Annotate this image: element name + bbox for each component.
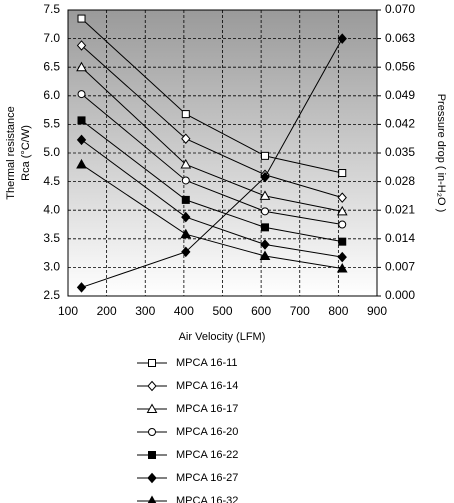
x-tick-label: 600: [251, 304, 271, 318]
y-tick-label: 3.5: [43, 231, 60, 245]
y-axis-label: Thermal resistance: [5, 106, 17, 200]
x-axis-label: Air Velocity (LFM): [179, 331, 266, 343]
data-point: [338, 220, 347, 229]
y-tick-label: 6.5: [43, 59, 60, 73]
series-line: [81, 119, 343, 243]
y-tick-label: 2.5: [43, 288, 60, 302]
data-point: [260, 207, 269, 216]
y-tick-label: 6.0: [43, 88, 60, 102]
data-point: [76, 158, 87, 169]
x-tick-label: 700: [290, 304, 310, 318]
data-point: [260, 223, 269, 232]
y2-tick-label: 0.042: [385, 117, 415, 131]
data-point: [76, 61, 87, 72]
data-point: [259, 250, 271, 260]
data-point: [338, 169, 347, 178]
y2-tick-label: 0.056: [385, 59, 415, 73]
y2-tick-label: 0.000: [385, 288, 415, 302]
x-tick-label: 900: [367, 304, 387, 318]
legend-label: MPCA 16-17: [176, 403, 238, 415]
y2-tick-label: 0.049: [385, 88, 415, 102]
legend-marker: [147, 472, 157, 484]
data-point: [336, 205, 348, 216]
y-tick-label: 3.0: [43, 260, 60, 274]
x-tick-label: 100: [58, 304, 78, 318]
data-point: [76, 134, 87, 146]
data-point: [260, 151, 269, 160]
y-tick-label: 4.5: [43, 174, 60, 188]
data-point: [76, 282, 87, 293]
data-point: [337, 33, 347, 44]
legend-marker: [148, 428, 156, 436]
data-point: [180, 158, 192, 169]
series-line: [81, 164, 343, 270]
y-tick-label: 4.0: [43, 202, 60, 216]
series-line: [81, 38, 343, 288]
series-line: [81, 66, 343, 212]
series-line: [81, 139, 343, 258]
y-tick-label: 5.5: [43, 117, 60, 131]
x-tick-label: 200: [97, 304, 117, 318]
series-line: [81, 45, 343, 199]
series-line: [81, 93, 343, 225]
y2-tick-label: 0.021: [385, 202, 415, 216]
data-point: [337, 251, 347, 263]
y2-tick-label: 0.070: [385, 2, 415, 16]
y-tick-label: 5.0: [43, 145, 60, 159]
x-tick-label: 300: [135, 304, 155, 318]
data-point: [337, 192, 347, 203]
data-point: [181, 211, 191, 223]
data-point: [181, 246, 191, 258]
legend-label: MPCA 16-20: [176, 426, 238, 438]
legend-label: MPCA 16-14: [176, 380, 238, 392]
data-point: [77, 14, 86, 23]
data-point: [260, 171, 270, 183]
data-point: [181, 195, 190, 204]
data-point: [77, 90, 86, 99]
y2-tick-label: 0.014: [385, 231, 415, 245]
data-point: [336, 263, 348, 273]
y2-tick-label: 0.007: [385, 260, 415, 274]
y2-tick-label: 0.063: [385, 31, 415, 45]
x-tick-label: 800: [328, 304, 348, 318]
y-axis-label: Rca (°C/W): [20, 125, 32, 181]
y-tick-label: 7.5: [43, 2, 60, 16]
legend-label: MPCA 16-32: [176, 495, 238, 503]
data-point: [181, 110, 190, 119]
x-tick-label: 400: [174, 304, 194, 318]
legend-marker: [146, 403, 158, 413]
legend-marker: [148, 451, 156, 459]
legend-marker: [147, 495, 157, 503]
data-point: [180, 228, 192, 239]
legend-label: MPCA 16-27: [176, 472, 238, 484]
data-point: [259, 190, 271, 200]
data-point: [77, 116, 86, 125]
series-line: [81, 18, 343, 174]
legend-marker: [148, 359, 156, 367]
x-tick-label: 500: [212, 304, 232, 318]
legend-label: MPCA 16-22: [176, 449, 238, 461]
y2-tick-label: 0.028: [385, 174, 415, 188]
y2-tick-label: 0.035: [385, 145, 415, 159]
legend-marker: [147, 380, 157, 392]
data-point: [181, 133, 191, 144]
data-point: [181, 176, 190, 185]
legend-label: MPCA 16-11: [176, 357, 238, 369]
data-point: [76, 40, 87, 51]
y2-axis-label: Pressure drop ( in-H₂O ): [435, 94, 447, 213]
y-tick-label: 7.0: [43, 31, 60, 45]
data-point: [338, 237, 347, 246]
data-point: [260, 239, 270, 250]
